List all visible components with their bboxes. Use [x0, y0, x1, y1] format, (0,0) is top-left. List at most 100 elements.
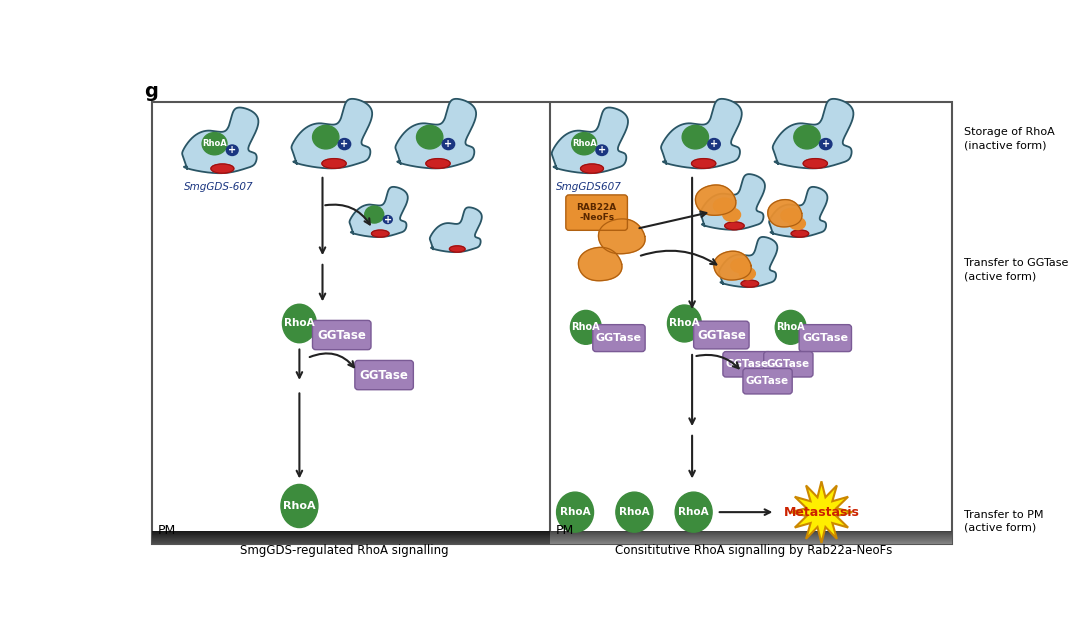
FancyBboxPatch shape [693, 321, 750, 349]
Ellipse shape [723, 208, 741, 221]
Ellipse shape [792, 230, 809, 237]
Text: GGTase: GGTase [596, 333, 642, 343]
Ellipse shape [417, 125, 443, 149]
Text: Transfer to PM
(active form): Transfer to PM (active form) [964, 510, 1043, 533]
Ellipse shape [683, 125, 708, 149]
Text: RhoA: RhoA [283, 501, 315, 511]
Ellipse shape [570, 310, 602, 344]
Ellipse shape [426, 158, 450, 169]
Text: +: + [444, 139, 453, 149]
Text: PM: PM [158, 524, 176, 537]
Text: +: + [228, 145, 237, 155]
Text: RhoA: RhoA [284, 319, 314, 328]
FancyBboxPatch shape [550, 532, 953, 534]
FancyBboxPatch shape [151, 540, 550, 541]
FancyBboxPatch shape [550, 543, 953, 544]
Ellipse shape [794, 125, 820, 149]
Text: SmgGDS-607: SmgGDS-607 [185, 182, 254, 191]
Text: SmgGDS607: SmgGDS607 [556, 182, 622, 191]
FancyBboxPatch shape [151, 536, 550, 537]
Text: +: + [822, 139, 829, 149]
FancyBboxPatch shape [723, 352, 772, 377]
Text: +: + [340, 139, 349, 149]
Text: +: + [710, 139, 718, 149]
Ellipse shape [281, 485, 318, 527]
FancyBboxPatch shape [550, 542, 953, 543]
Ellipse shape [365, 206, 383, 223]
Ellipse shape [707, 139, 720, 149]
Text: SmgGDS-regulated RhoA signalling: SmgGDS-regulated RhoA signalling [240, 544, 448, 556]
FancyBboxPatch shape [550, 530, 953, 532]
FancyBboxPatch shape [312, 321, 372, 350]
Text: GGTase: GGTase [360, 369, 408, 382]
Text: RhoA: RhoA [571, 322, 600, 333]
Text: RhoA: RhoA [202, 139, 227, 148]
Ellipse shape [442, 139, 455, 149]
FancyBboxPatch shape [550, 536, 953, 537]
Ellipse shape [741, 280, 758, 287]
FancyBboxPatch shape [151, 543, 550, 544]
FancyBboxPatch shape [151, 542, 550, 543]
FancyBboxPatch shape [151, 102, 953, 544]
Polygon shape [768, 200, 802, 227]
Polygon shape [661, 99, 742, 169]
Text: GGTase: GGTase [697, 329, 746, 342]
Ellipse shape [740, 268, 755, 280]
Ellipse shape [725, 222, 744, 230]
Ellipse shape [383, 216, 392, 223]
Ellipse shape [581, 164, 604, 173]
FancyBboxPatch shape [593, 324, 645, 352]
FancyBboxPatch shape [151, 537, 550, 538]
FancyBboxPatch shape [355, 361, 414, 390]
Ellipse shape [781, 209, 801, 223]
Ellipse shape [227, 145, 238, 155]
Polygon shape [772, 99, 853, 169]
Text: Storage of RhoA
(inactive form): Storage of RhoA (inactive form) [964, 127, 1055, 150]
FancyBboxPatch shape [550, 540, 953, 541]
Text: GGTase: GGTase [802, 333, 848, 343]
FancyBboxPatch shape [550, 534, 953, 536]
Text: GGTase: GGTase [318, 329, 366, 342]
Text: +: + [597, 145, 606, 155]
Ellipse shape [667, 305, 701, 342]
FancyBboxPatch shape [151, 535, 550, 536]
Ellipse shape [675, 492, 712, 532]
FancyBboxPatch shape [799, 324, 851, 352]
Ellipse shape [714, 198, 735, 214]
FancyBboxPatch shape [550, 538, 953, 539]
Polygon shape [430, 207, 482, 252]
Polygon shape [579, 247, 622, 280]
Text: Metastasis: Metastasis [783, 506, 860, 518]
FancyBboxPatch shape [550, 537, 953, 538]
Ellipse shape [449, 246, 465, 252]
Ellipse shape [322, 158, 347, 169]
Text: RhoA: RhoA [619, 507, 650, 517]
Polygon shape [791, 481, 852, 543]
Ellipse shape [775, 310, 806, 344]
Ellipse shape [211, 164, 234, 173]
Polygon shape [395, 99, 476, 169]
FancyBboxPatch shape [151, 539, 550, 540]
Ellipse shape [820, 139, 832, 149]
Text: g: g [144, 83, 158, 102]
FancyBboxPatch shape [764, 352, 813, 377]
Text: RhoA: RhoA [559, 507, 591, 517]
Polygon shape [700, 174, 765, 230]
FancyBboxPatch shape [151, 541, 550, 542]
Text: Transfer to GGTase
(active form): Transfer to GGTase (active form) [964, 258, 1068, 281]
FancyBboxPatch shape [151, 538, 550, 539]
Polygon shape [292, 99, 373, 169]
Polygon shape [552, 107, 627, 173]
FancyBboxPatch shape [566, 195, 627, 230]
Ellipse shape [616, 492, 652, 532]
Text: RhoA: RhoA [670, 319, 700, 328]
Text: RAB22A
-NeoFs: RAB22A -NeoFs [577, 203, 617, 223]
Ellipse shape [571, 132, 596, 155]
FancyBboxPatch shape [550, 535, 953, 536]
Ellipse shape [202, 132, 227, 155]
Text: Consititutive RhoA signalling by Rab22a-NeoFs: Consititutive RhoA signalling by Rab22a-… [615, 544, 892, 556]
Text: RhoA: RhoA [678, 507, 708, 517]
Text: GGTase: GGTase [767, 359, 810, 370]
Text: +: + [383, 214, 392, 225]
Polygon shape [769, 187, 827, 237]
